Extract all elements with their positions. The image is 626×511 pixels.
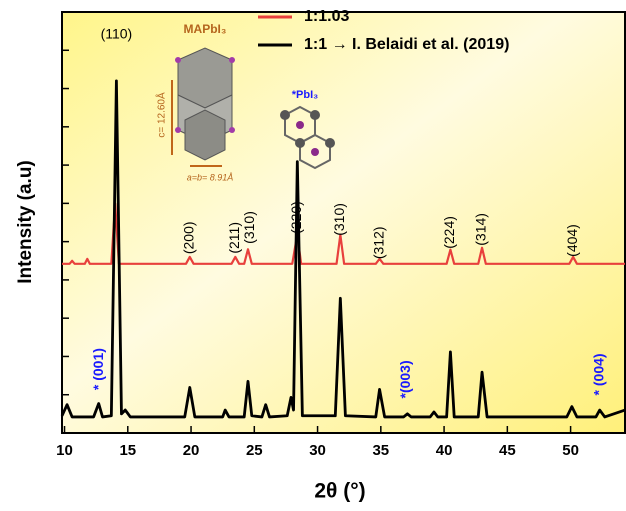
inset-title: MAPbI₃ bbox=[184, 22, 227, 36]
peak-label: (310) bbox=[241, 211, 257, 244]
peak-label: (404) bbox=[564, 224, 580, 257]
inset-pbi3-label: *PbI₃ bbox=[292, 89, 318, 101]
x-tick-label: 30 bbox=[309, 442, 326, 459]
x-tick-label: 25 bbox=[246, 442, 263, 459]
peak-label: * (004) bbox=[590, 353, 606, 395]
x-tick-label: 50 bbox=[562, 442, 579, 459]
x-axis-label: 2θ (°) bbox=[314, 480, 365, 503]
peak-label: (211) bbox=[226, 222, 242, 254]
atom bbox=[175, 57, 181, 63]
y-axis-label: Intensity (a.u) bbox=[15, 160, 36, 284]
x-tick-label: 35 bbox=[372, 442, 389, 459]
peak-label: (224) bbox=[441, 216, 457, 249]
octahedron bbox=[184, 109, 226, 161]
peak-label: * (001) bbox=[90, 348, 106, 390]
peak-label: (312) bbox=[370, 226, 386, 259]
series-line bbox=[60, 79, 626, 419]
peak-label: *(003) bbox=[397, 360, 413, 398]
peak-label: (220) bbox=[288, 201, 304, 234]
plot-frame bbox=[61, 11, 626, 434]
atom bbox=[295, 138, 305, 148]
atom bbox=[311, 148, 319, 156]
atom bbox=[325, 138, 335, 148]
legend-label: 1:1.03 bbox=[304, 8, 349, 25]
x-tick-label: 10 bbox=[56, 442, 73, 459]
peak-label: (310) bbox=[331, 203, 347, 236]
legend-label: 1:1 → I. Belaidi et al. (2019) bbox=[304, 36, 509, 53]
x-tick-label: 40 bbox=[436, 442, 453, 459]
peak-label: (200) bbox=[180, 221, 196, 254]
x-tick-label: 45 bbox=[499, 442, 516, 459]
atom bbox=[229, 57, 235, 63]
series-line bbox=[62, 202, 625, 265]
atom bbox=[280, 110, 290, 120]
x-tick-label: 20 bbox=[183, 442, 200, 459]
inset-c-label: c= 12.60Å bbox=[155, 92, 168, 138]
peak-label: (314) bbox=[473, 213, 489, 246]
x-tick-label: 15 bbox=[119, 442, 136, 459]
crystal-inset: MAPbI₃ c= 12.60Å a=b= 8.91Å *PbI₃ bbox=[155, 22, 335, 182]
atom bbox=[229, 127, 235, 133]
atom bbox=[296, 121, 304, 129]
inset-ab-label: a=b= 8.91Å bbox=[187, 172, 234, 182]
peak-label: (110) bbox=[101, 26, 133, 42]
atom bbox=[310, 110, 320, 120]
hexagon bbox=[299, 133, 331, 170]
atom bbox=[175, 127, 181, 133]
